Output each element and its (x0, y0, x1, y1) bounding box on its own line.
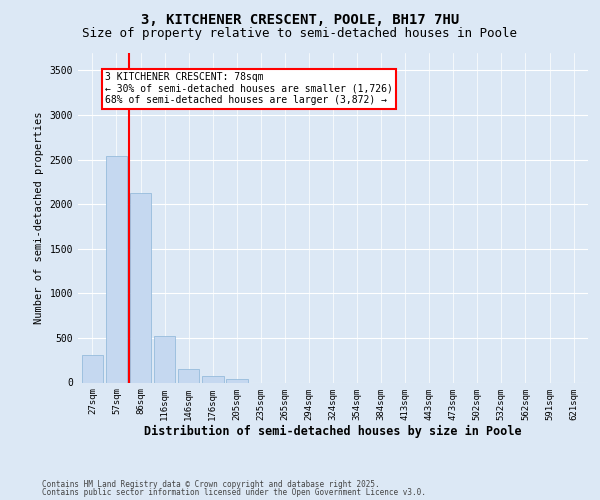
Bar (82, 356, 103, 382)
Text: Contains public sector information licensed under the Open Government Licence v3: Contains public sector information licen… (42, 488, 426, 497)
Text: Size of property relative to semi-detached houses in Poole: Size of property relative to semi-detach… (83, 28, 517, 40)
Text: Contains HM Land Registry data © Crown copyright and database right 2025.: Contains HM Land Registry data © Crown c… (42, 480, 380, 489)
Bar (106, 156, 127, 382)
X-axis label: Distribution of semi-detached houses by size in Poole: Distribution of semi-detached houses by … (144, 425, 522, 438)
Bar (154, 336, 175, 382)
Bar (202, 376, 224, 382)
Bar (178, 369, 199, 382)
Bar (130, 194, 151, 382)
Y-axis label: Number of semi-detached properties: Number of semi-detached properties (34, 112, 44, 324)
Text: 3, KITCHENER CRESCENT, POOLE, BH17 7HU: 3, KITCHENER CRESCENT, POOLE, BH17 7HU (141, 12, 459, 26)
Bar (226, 379, 248, 382)
Text: 3 KITCHENER CRESCENT: 78sqm
← 30% of semi-detached houses are smaller (1,726)
68: 3 KITCHENER CRESCENT: 78sqm ← 30% of sem… (105, 72, 393, 106)
